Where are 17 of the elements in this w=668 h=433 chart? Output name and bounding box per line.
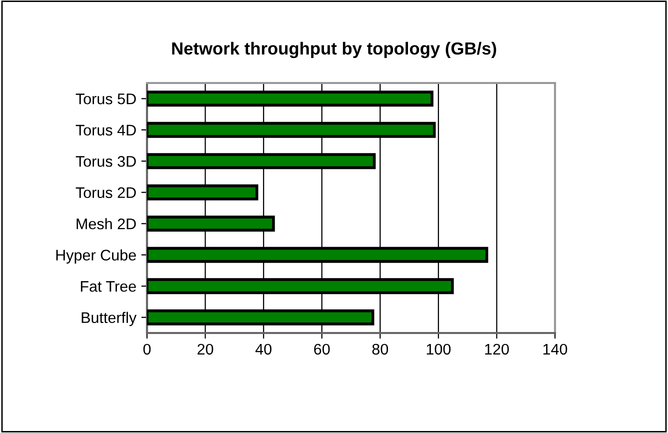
y-tick-label: Torus 4D — [76, 124, 136, 136]
x-tick-label: 20 — [198, 344, 214, 355]
chart-title: Network throughput by topology (GB/s) — [172, 42, 496, 58]
y-tick-label: Torus 2D — [76, 187, 136, 198]
y-tick-label: Torus 3D — [76, 156, 136, 167]
x-tick-label: 80 — [372, 344, 388, 355]
x-tick-label: 60 — [314, 344, 330, 355]
x-tick-label: 100 — [426, 344, 451, 355]
y-tick-label: Mesh 2D — [76, 218, 136, 230]
x-tick-label: 120 — [485, 344, 509, 355]
y-tick-label: Fat Tree — [80, 281, 136, 292]
y-tick-label: Hyper Cube — [56, 249, 136, 264]
x-tick-label: 140 — [543, 344, 568, 355]
x-tick-label: 0 — [143, 344, 151, 355]
y-tick-label: Torus 5D — [76, 94, 136, 104]
x-tick-label: 40 — [255, 344, 272, 355]
y-tick-label: Butterfly — [82, 312, 137, 326]
